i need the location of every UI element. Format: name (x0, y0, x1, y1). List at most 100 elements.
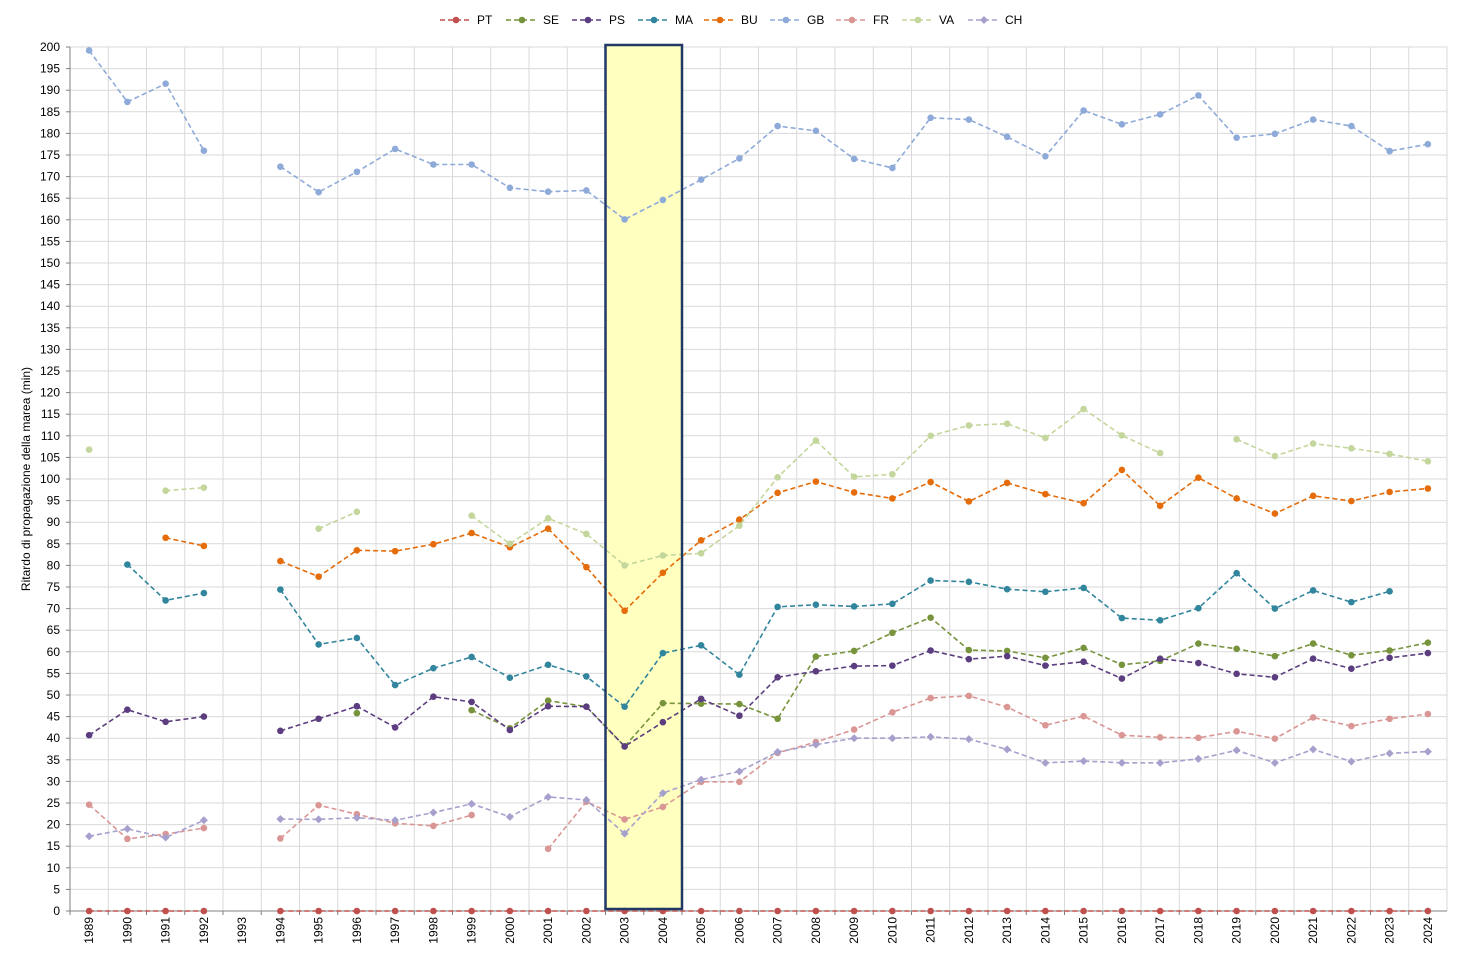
data-point (1270, 758, 1279, 767)
y-tick-label: 65 (47, 623, 61, 637)
data-point (927, 577, 934, 584)
data-point (1424, 907, 1432, 915)
data-point (965, 907, 973, 915)
y-tick-label: 40 (47, 731, 61, 745)
data-point (85, 731, 93, 739)
data-point (1003, 133, 1011, 141)
y-tick-label: 30 (47, 774, 61, 788)
x-tick-label: 2011 (924, 917, 938, 943)
data-point (1233, 645, 1240, 653)
data-point (200, 147, 208, 154)
x-tick-label: 2002 (579, 917, 593, 944)
data-point (1348, 722, 1355, 730)
data-point (161, 833, 170, 842)
y-tick-label: 150 (40, 256, 60, 270)
legend-marker (782, 16, 790, 24)
data-point (889, 708, 896, 716)
data-point (1423, 747, 1432, 756)
data-point (965, 578, 973, 586)
y-tick-label: 15 (47, 839, 61, 853)
data-point (200, 824, 208, 832)
series-line-fr (88, 804, 204, 840)
data-point (1042, 588, 1049, 596)
data-point (1003, 479, 1011, 487)
y-tick-label: 75 (47, 580, 61, 594)
data-point (850, 603, 858, 610)
data-point (1156, 502, 1164, 510)
data-point (927, 907, 934, 915)
data-point (430, 161, 437, 168)
data-point (1424, 649, 1432, 657)
data-point (391, 816, 400, 825)
data-point (927, 432, 934, 440)
data-point (1309, 907, 1317, 915)
data-point (1118, 661, 1126, 669)
data-point (277, 835, 284, 842)
y-tick-label: 85 (47, 537, 61, 551)
data-point (1042, 152, 1049, 160)
data-point (1348, 497, 1355, 505)
x-tick-label: 2007 (771, 917, 785, 944)
data-point (697, 775, 706, 784)
data-point (621, 216, 628, 223)
data-point (889, 495, 896, 502)
data-point (697, 700, 705, 707)
data-point (429, 808, 438, 817)
data-point (965, 692, 973, 700)
data-point (315, 525, 322, 532)
data-point (505, 812, 514, 821)
series-ps (85, 647, 1432, 750)
data-point (468, 161, 475, 168)
x-tick-label: 1991 (159, 917, 173, 944)
x-tick-label: 1999 (465, 917, 479, 944)
series-line-ps (88, 708, 204, 736)
data-point (1118, 614, 1126, 622)
data-point (582, 795, 591, 804)
data-point (927, 114, 934, 122)
data-point (659, 718, 667, 726)
data-point (850, 662, 858, 670)
data-point (888, 734, 897, 743)
data-point (811, 740, 820, 749)
data-point (1309, 655, 1317, 663)
data-point (391, 547, 399, 555)
data-point (1386, 907, 1393, 915)
data-point (773, 748, 782, 757)
data-point (927, 694, 934, 702)
data-point (430, 664, 437, 672)
data-point (1156, 907, 1164, 915)
data-point (506, 726, 514, 734)
data-point (850, 734, 859, 743)
data-point (1233, 134, 1240, 142)
data-point (468, 698, 475, 706)
data-point (1232, 746, 1241, 755)
data-point (430, 540, 437, 548)
data-point (889, 907, 896, 915)
y-tick-label: 70 (47, 602, 61, 616)
data-point (1386, 647, 1393, 654)
data-point (583, 187, 590, 194)
data-point (659, 196, 667, 204)
data-point (812, 601, 820, 609)
series-line-fr (279, 804, 472, 840)
data-point (430, 693, 437, 701)
series-bu (162, 466, 1432, 615)
y-tick-label: 105 (40, 450, 60, 464)
data-point (1386, 715, 1393, 723)
data-point (1156, 616, 1164, 624)
legend-label: PS (609, 13, 625, 27)
data-point (1386, 654, 1393, 662)
data-point (850, 489, 858, 496)
data-point (1424, 710, 1432, 718)
x-tick-label: 1993 (235, 917, 249, 944)
y-tick-label: 5 (53, 882, 60, 896)
y-tick-label: 50 (47, 688, 61, 702)
data-point (736, 907, 743, 915)
data-point (697, 695, 705, 703)
data-point (659, 803, 667, 811)
data-point (1080, 658, 1087, 666)
data-point (1042, 721, 1049, 729)
y-tick-label: 145 (40, 278, 60, 292)
data-point (774, 122, 781, 130)
data-point (506, 540, 514, 548)
